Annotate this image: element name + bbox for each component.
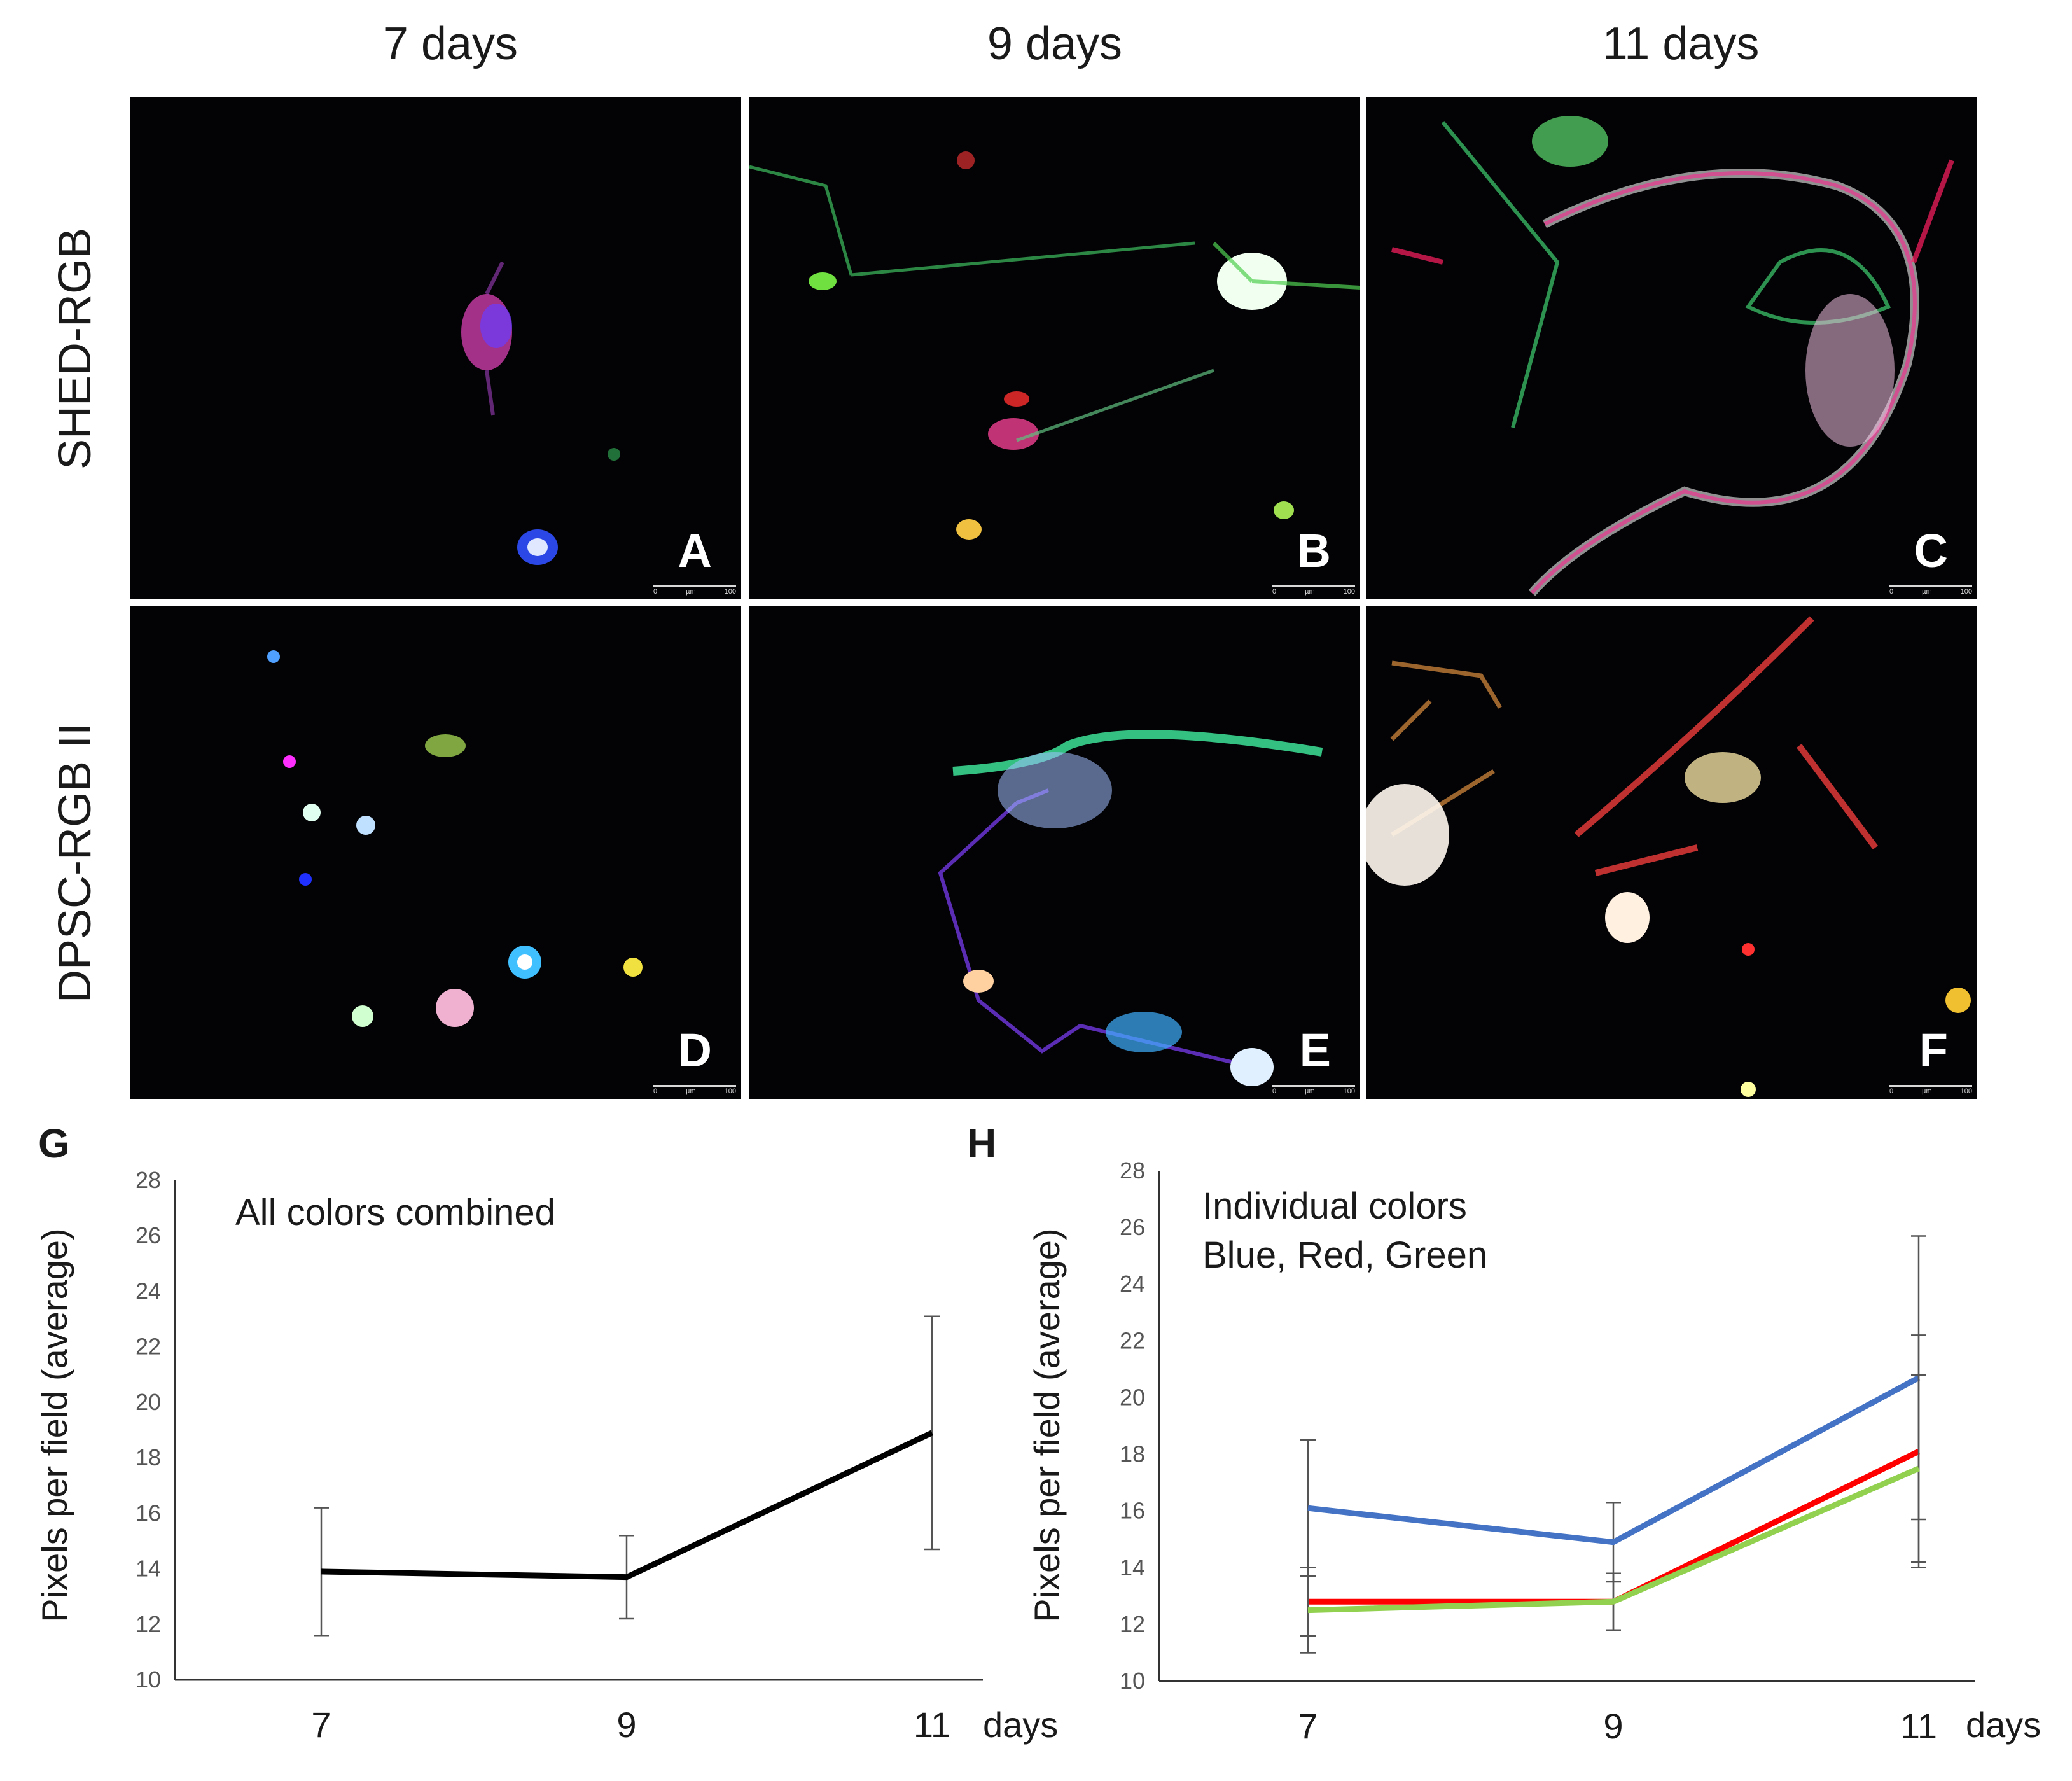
micrograph-panel-e: E 0 µm 100 — [749, 606, 1360, 1099]
y-tick-label: 12 — [1120, 1611, 1145, 1637]
y-axis-label: Pixels per field (average) — [34, 1228, 74, 1622]
panel-label-c: C — [1914, 524, 1948, 577]
scale-bar: 0 µm 100 — [1272, 585, 1355, 596]
y-tick-label: 16 — [1120, 1498, 1145, 1524]
scale-bar: 0 µm 100 — [1272, 1085, 1355, 1095]
column-header-9-days: 9 days — [987, 18, 1123, 69]
y-tick-label: 16 — [136, 1500, 161, 1526]
y-tick-label: 22 — [1120, 1327, 1145, 1353]
column-header-7-days: 7 days — [382, 18, 518, 69]
row-header-dpsc-rgb-ii: DPSC-RGB II — [50, 722, 101, 1003]
y-tick-label: 28 — [1120, 1157, 1145, 1184]
row-header-shed-rgb: SHED-RGB — [50, 227, 101, 470]
y-tick-label: 26 — [136, 1222, 161, 1248]
chart-annotation: All colors combined — [235, 1192, 555, 1233]
y-tick-label: 24 — [1120, 1271, 1145, 1297]
series-line-blue — [1307, 1375, 1921, 1546]
y-tick-label: 14 — [1120, 1554, 1145, 1581]
micrograph-panel-a: A 0 µm 100 — [130, 97, 741, 599]
panel-label-e: E — [1299, 1024, 1331, 1077]
x-tick-label: 9 — [1603, 1706, 1623, 1746]
y-tick-label: 22 — [136, 1334, 161, 1360]
chart-label-h: H — [967, 1121, 997, 1166]
x-tick-label: 7 — [1298, 1706, 1318, 1746]
panel-label-a: A — [678, 524, 712, 577]
y-tick-label: 18 — [1120, 1441, 1145, 1467]
series-line-all-colors — [321, 1430, 933, 1581]
chart-annotation-line-1: Individual colors — [1202, 1185, 1467, 1227]
y-tick-label: 12 — [136, 1611, 161, 1637]
y-tick-label: 20 — [1120, 1384, 1145, 1410]
micrograph-panel-d: D 0 µm 100 — [130, 606, 741, 1099]
panel-label-d: D — [678, 1024, 712, 1077]
y-tick-label: 20 — [136, 1389, 161, 1415]
y-tick-label: 26 — [1120, 1214, 1145, 1240]
scale-bar: 0 µm 100 — [653, 1085, 736, 1095]
micrograph-panel-b: B 0 µm 100 — [749, 97, 1360, 599]
chart-label-g: G — [38, 1121, 70, 1166]
y-tick-label: 24 — [136, 1278, 161, 1304]
y-tick-label: 10 — [136, 1666, 161, 1693]
scale-bar: 0 µm 100 — [653, 585, 736, 596]
series-line-green — [1307, 1465, 1920, 1614]
panel-label-b: B — [1297, 524, 1331, 577]
panel-label-f: F — [1919, 1024, 1948, 1077]
y-tick-label: 14 — [136, 1556, 161, 1582]
x-tick-label: 11 — [914, 1705, 950, 1745]
x-tick-label: 11 — [1900, 1706, 1937, 1746]
scale-bar: 0 µm 100 — [1889, 1085, 1972, 1095]
y-tick-label: 10 — [1120, 1668, 1145, 1694]
column-header-11-days: 11 days — [1602, 18, 1760, 69]
y-tick-label: 28 — [136, 1167, 161, 1193]
x-tick-label: 7 — [311, 1705, 331, 1745]
micrograph-panel-f: F 0 µm 100 — [1366, 606, 1977, 1099]
y-tick-label: 18 — [136, 1444, 161, 1470]
scale-bar: 0 µm 100 — [1889, 585, 1972, 596]
line-chart-individual-colors: Pixels per field (average) Individual co… — [1027, 1157, 2041, 1746]
micrograph-panel-c: C 0 µm 100 — [1366, 97, 1977, 599]
x-tick-label: 9 — [616, 1705, 636, 1745]
x-axis-label: days — [1966, 1705, 2041, 1745]
chart-annotation-line-2: Blue, Red, Green — [1202, 1234, 1487, 1276]
x-axis-label: days — [983, 1705, 1058, 1745]
y-axis-label: Pixels per field (average) — [1027, 1228, 1067, 1622]
line-chart-all-colors: Pixels per field (average) All colors co… — [34, 1167, 1058, 1745]
